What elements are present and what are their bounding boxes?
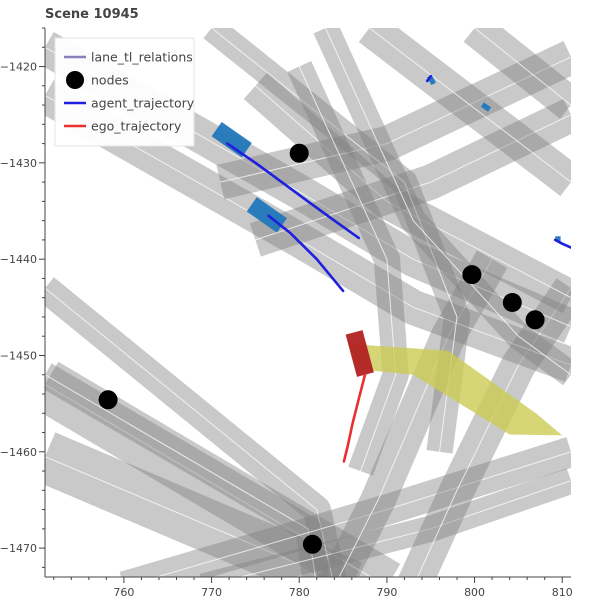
y-tick-label: −1460 (0, 446, 37, 459)
chart-title: Scene 10945 (45, 7, 139, 22)
y-tick-label: −1470 (0, 542, 37, 555)
node-6 (302, 534, 322, 554)
legend-label-ego-trajectory: ego_trajectory (91, 119, 182, 134)
agent-trajectory-3 (425, 74, 433, 83)
lane-centerline-4 (45, 374, 316, 577)
x-tick-label: 800 (464, 586, 485, 599)
y-tick-label: −1430 (0, 157, 37, 170)
lane-centerline-5 (154, 451, 571, 577)
agent-box-1 (211, 121, 252, 158)
lane-centerline-15 (474, 28, 571, 106)
lane-centerline-8 (417, 287, 571, 577)
lane-centerline-11 (255, 85, 571, 299)
agent-box-4 (480, 102, 492, 112)
legend-swatch-nodes (66, 71, 84, 89)
x-tick-label: 790 (376, 586, 397, 599)
lane-centerline-18 (298, 66, 397, 472)
y-tick-label: −1440 (0, 253, 37, 266)
x-tick-label: 810 (552, 586, 573, 599)
lane-centerline-7 (338, 258, 493, 577)
lane-centerline-10 (45, 94, 571, 366)
agent-box-5 (555, 236, 561, 242)
crosswalk-area (348, 343, 563, 436)
node-1 (289, 143, 309, 163)
y-tick-label: −1450 (0, 349, 37, 362)
lane-centerline-6 (238, 480, 571, 577)
lane-centerline-12 (220, 56, 571, 183)
node-3 (462, 265, 482, 285)
agent-trajectory-4 (553, 238, 571, 249)
x-tick-label: 770 (201, 586, 222, 599)
node-4 (502, 293, 522, 312)
legend-label-lane-tl-relations: lane_tl_relations (91, 50, 193, 65)
lane-centerline-1 (45, 456, 331, 577)
legend-label-nodes: nodes (91, 73, 129, 88)
ego-box (345, 330, 374, 377)
ego-trajectory (342, 373, 367, 463)
lane-centerline-14 (369, 28, 571, 183)
y-tick-label: −1420 (0, 61, 37, 74)
legend-label-agent-trajectory: agent_trajectory (91, 96, 195, 111)
x-tick-label: 760 (113, 586, 134, 599)
lane-centerline-13 (255, 114, 571, 241)
lane-centerline-3 (45, 287, 333, 577)
lane-centerline-2 (45, 383, 372, 577)
agent-trajectory-2 (267, 214, 345, 293)
node-2 (98, 390, 118, 410)
node-5 (525, 310, 545, 330)
agent-trajectory-1 (226, 142, 361, 240)
x-tick-label: 780 (289, 586, 310, 599)
